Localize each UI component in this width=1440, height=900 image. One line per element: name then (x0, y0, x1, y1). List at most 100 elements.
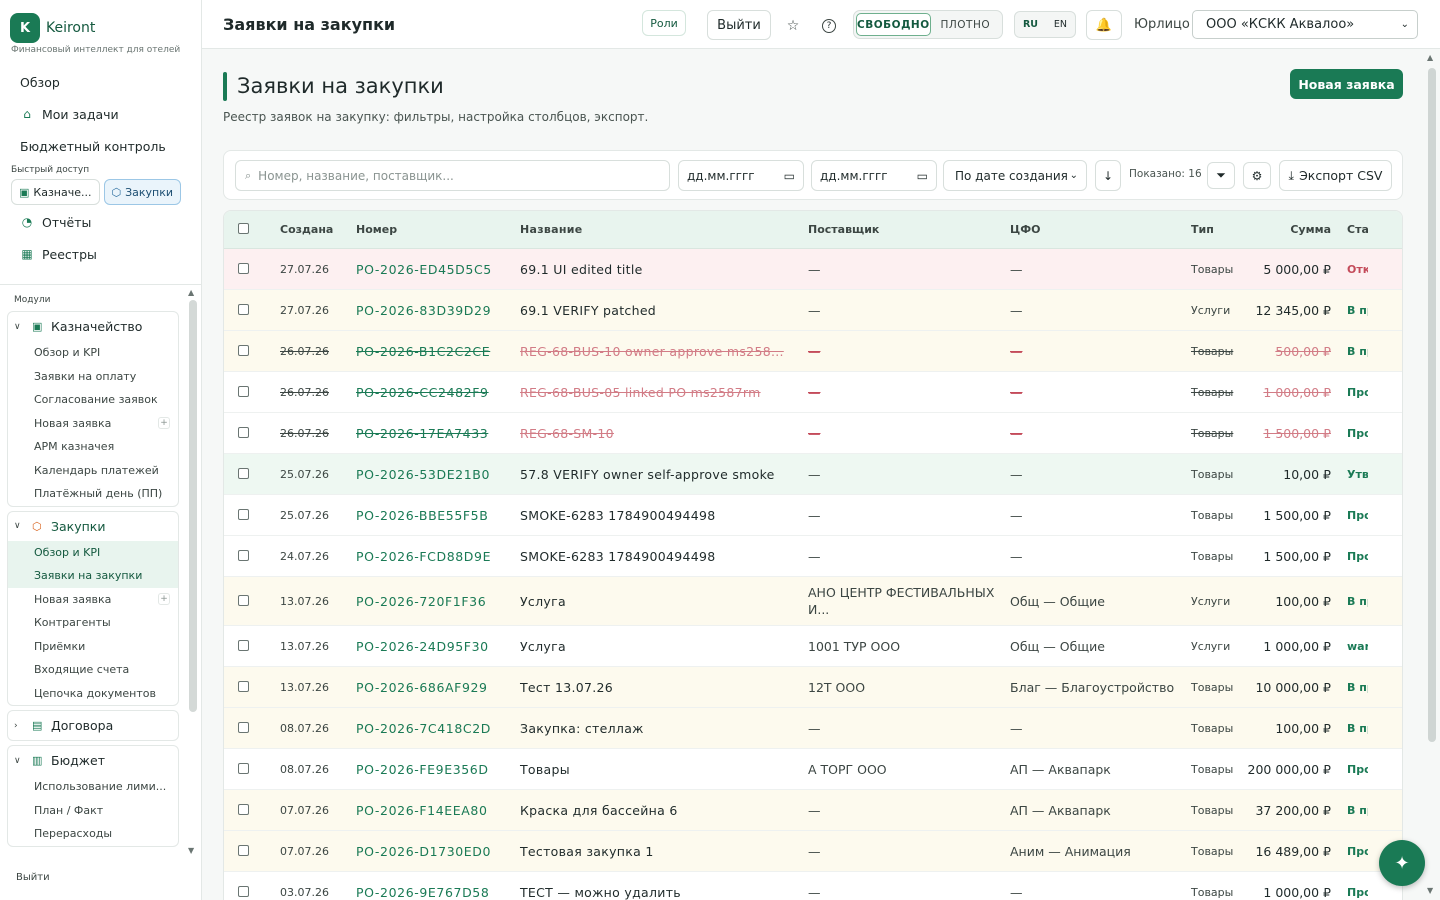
module-link[interactable]: Обзор и KPI (8, 540, 178, 564)
row-checkbox[interactable] (224, 549, 266, 564)
export-csv-button[interactable]: ⤓ Экспорт CSV (1279, 160, 1392, 191)
date-to-input[interactable]: дд.мм.гггг ▭ (811, 160, 937, 191)
nav-item-overview[interactable]: Обзор (20, 74, 60, 90)
scroll-down-icon[interactable]: ▼ (188, 846, 195, 855)
brand[interactable]: K Keiront (10, 13, 95, 43)
scroll-down-icon[interactable]: ▼ (1427, 886, 1434, 895)
module-link[interactable]: Цепочка документов (34, 686, 156, 700)
table-row[interactable]: 13.07.26 PO-2026-686AF929 Тест 13.07.26 12Т… (224, 667, 1402, 708)
table-row[interactable]: 27.07.26 PO-2026-ED45D5C5 69.1 UI edited t… (224, 249, 1402, 290)
cell-num[interactable]: PO-2026-B1C2C2CE (356, 343, 491, 359)
row-checkbox[interactable] (224, 844, 266, 859)
filter-button[interactable]: ⏷ (1207, 162, 1235, 189)
module-link[interactable]: Использование лими... (34, 780, 167, 794)
column-header[interactable]: ЦФО (1010, 223, 1041, 236)
row-checkbox[interactable] (224, 721, 266, 736)
roles-button[interactable]: Роли (642, 10, 686, 36)
plus-icon[interactable]: + (158, 593, 170, 606)
lang-en[interactable]: EN (1053, 19, 1068, 30)
column-header[interactable]: Тип (1191, 223, 1214, 236)
row-checkbox[interactable] (224, 594, 266, 609)
module-link[interactable]: Новая заявка + (8, 412, 178, 436)
cell-num[interactable]: PO-2026-BBE55F5B (356, 507, 489, 523)
row-checkbox[interactable] (224, 508, 266, 523)
cell-num[interactable]: PO-2026-9E767D58 (356, 884, 490, 900)
column-header[interactable]: Стату (1347, 223, 1368, 236)
module-header-procurement[interactable]: ∨ ⬡ Закупки (14, 518, 106, 534)
module-header-budget[interactable]: ∨ ▥ Бюджет (14, 753, 105, 768)
cell-num[interactable]: PO-2026-83D39D29 (356, 302, 492, 318)
scroll-up-icon[interactable]: ▲ (1427, 53, 1434, 62)
table-row[interactable]: 26.07.26 PO-2026-17EA7433 REG-68-SM-10 — — То… (224, 413, 1402, 454)
date-from-input[interactable]: дд.мм.гггг ▭ (678, 160, 804, 191)
cell-num[interactable]: PO-2026-24D95F30 (356, 638, 489, 654)
row-checkbox[interactable] (224, 680, 266, 695)
module-link-active[interactable]: Заявки на закупки (8, 564, 178, 588)
table-row[interactable]: 13.07.26 PO-2026-720F1F36 Услуга АНО ЦЕНТР … (224, 577, 1402, 626)
table-row[interactable]: 07.07.26 PO-2026-D1730ED0 Тестовая закупка… (224, 831, 1402, 872)
module-link[interactable]: Заявки на оплату (34, 369, 137, 383)
select-all-checkbox[interactable] (224, 222, 266, 237)
cell-num[interactable]: PO-2026-686AF929 (356, 679, 488, 695)
row-checkbox[interactable] (224, 885, 266, 900)
density-comfortable[interactable]: СВОБОДНО (856, 13, 931, 36)
table-row[interactable]: 08.07.26 PO-2026-7C418C2D Закупка: стеллаж… (224, 708, 1402, 749)
entity-select[interactable]: ООО «КСКК Аквалоо» ⌄ (1192, 10, 1418, 39)
module-link[interactable]: Контрагенты (34, 616, 111, 630)
module-link[interactable]: Платёжный день (ПП) (34, 487, 163, 501)
quick-chip-procurement[interactable]: ⬡ Закупки (103, 179, 182, 205)
lang-ru[interactable]: RU (1022, 19, 1038, 30)
cell-num[interactable]: PO-2026-D1730ED0 (356, 843, 492, 859)
columns-settings-button[interactable]: ⚙ (1243, 162, 1271, 189)
cell-num[interactable]: PO-2026-7C418C2D (356, 720, 492, 736)
module-link[interactable]: План / Факт (34, 803, 104, 817)
nav-item-reports[interactable]: ◔ Отчёты (21, 214, 92, 230)
nav-item-my-tasks[interactable]: ⌂ Мои задачи (12, 98, 192, 130)
row-checkbox[interactable] (224, 803, 266, 818)
module-header-treasury[interactable]: ∨ ▣ Казначейство (14, 319, 143, 334)
table-row[interactable]: 26.07.26 PO-2026-B1C2C2CE REG-68-BUS-10 ow… (224, 331, 1402, 372)
nav-item-registers[interactable]: ▦ Реестры (21, 246, 97, 262)
row-checkbox[interactable] (224, 344, 266, 359)
cell-num[interactable]: PO-2026-FCD88D9E (356, 548, 492, 564)
row-checkbox[interactable] (224, 426, 266, 441)
cell-num[interactable]: PO-2026-17EA7433 (356, 425, 489, 441)
page-scrollbar[interactable] (1428, 68, 1436, 742)
sort-select[interactable]: По дате создания ⌄ (943, 160, 1087, 191)
row-checkbox[interactable] (224, 262, 266, 277)
module-header-contracts[interactable]: › ▤ Договора (14, 718, 114, 733)
module-link[interactable]: Новая заявка + (8, 588, 178, 612)
module-link[interactable]: Приёмки (34, 639, 86, 653)
cell-num[interactable]: PO-2026-F14EEA80 (356, 802, 488, 818)
help-button[interactable]: ? (818, 12, 840, 40)
row-checkbox[interactable] (224, 467, 266, 482)
sidebar-logout-link[interactable]: Выйти (16, 872, 50, 883)
assistant-button[interactable]: ✦ (1379, 840, 1425, 886)
sidebar-scrollbar[interactable] (189, 300, 197, 712)
column-header[interactable]: Название (520, 223, 583, 236)
module-link[interactable]: Обзор и KPI (34, 346, 101, 360)
module-link[interactable]: Календарь платежей (34, 463, 159, 477)
module-link[interactable]: АРМ казначея (34, 440, 115, 454)
row-checkbox[interactable] (224, 639, 266, 654)
row-checkbox[interactable] (224, 762, 266, 777)
table-row[interactable]: 27.07.26 PO-2026-83D39D29 69.1 VERIFY patc… (224, 290, 1402, 331)
cell-num[interactable]: PO-2026-720F1F36 (356, 593, 487, 609)
column-header[interactable]: Сумма (1290, 223, 1331, 236)
cell-num[interactable]: PO-2026-ED45D5C5 (356, 261, 492, 277)
row-checkbox[interactable] (224, 303, 266, 318)
search-input[interactable]: ⌕ Номер, название, поставщик... (235, 160, 670, 191)
nav-item-budget-control[interactable]: Бюджетный контроль (20, 138, 166, 154)
table-row[interactable]: 08.07.26 PO-2026-FE9E356D Товары А ТОРГ ООО… (224, 749, 1402, 790)
row-checkbox[interactable] (224, 385, 266, 400)
table-row[interactable]: 25.07.26 PO-2026-53DE21B0 57.8 VERIFY owne… (224, 454, 1402, 495)
cell-num[interactable]: PO-2026-CC2482F9 (356, 384, 489, 400)
column-header[interactable]: Номер (356, 223, 398, 236)
star-icon[interactable]: ☆ (782, 12, 804, 40)
quick-chip-treasury[interactable]: ▣ Казначе... (11, 179, 100, 205)
sort-direction-button[interactable]: ↓ (1095, 160, 1121, 191)
bell-icon[interactable]: 🔔 (1086, 10, 1122, 40)
table-row[interactable]: 25.07.26 PO-2026-BBE55F5B SMOKE-6283 17849… (224, 495, 1402, 536)
table-row[interactable]: 07.07.26 PO-2026-F14EEA80 Краска для бассе… (224, 790, 1402, 831)
column-header[interactable]: Поставщик (808, 223, 880, 236)
